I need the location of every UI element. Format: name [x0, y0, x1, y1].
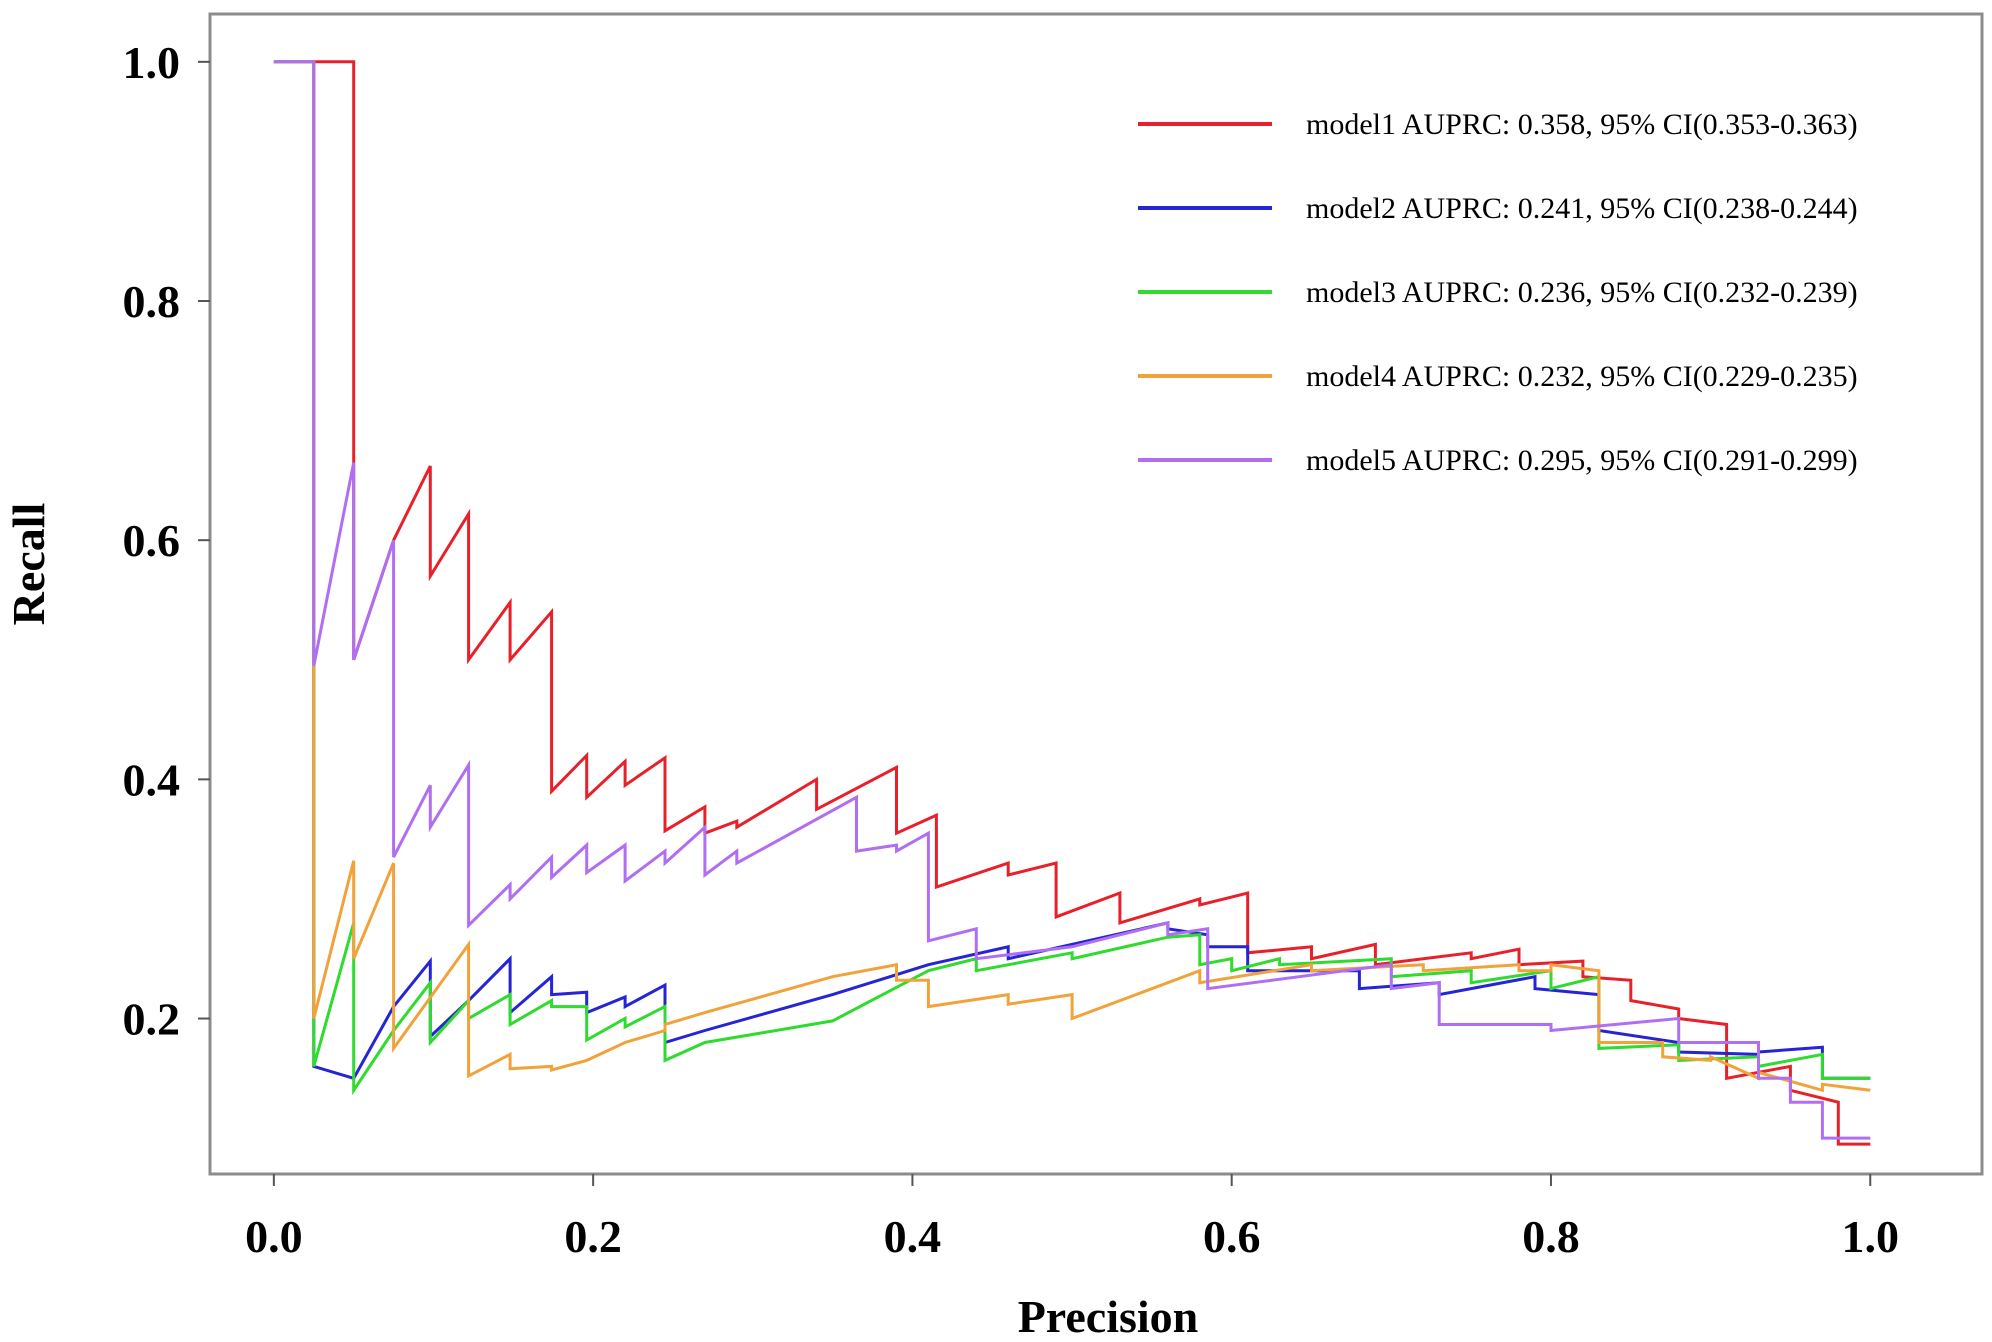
y-tick-label: 0.6	[123, 515, 181, 566]
x-tick-label: 0.4	[884, 1211, 942, 1262]
legend-label-model1: model1 AUPRC: 0.358, 95% CI(0.353-0.363)	[1306, 108, 1858, 141]
plot-frame	[208, 12, 1984, 1176]
series-line-model1	[273, 60, 1871, 1146]
x-tick-label: 0.0	[245, 1211, 303, 1262]
y-tick-label: 0.2	[123, 994, 181, 1045]
y-axis-title: Recall	[3, 503, 54, 626]
x-tick-label: 1.0	[1842, 1211, 1900, 1262]
y-tick-label: 1.0	[123, 37, 181, 88]
x-tick-label: 0.6	[1203, 1211, 1261, 1262]
legend-label-model3: model3 AUPRC: 0.236, 95% CI(0.232-0.239)	[1306, 276, 1858, 309]
y-tick-label: 0.8	[123, 276, 181, 327]
x-axis: 0.0 0.2 0.4 0.6 0.8 1.0	[245, 1174, 1899, 1262]
legend-label-model2: model2 AUPRC: 0.241, 95% CI(0.238-0.244)	[1306, 192, 1858, 225]
x-axis-title: Precision	[1018, 1291, 1199, 1342]
x-tick-label: 0.8	[1522, 1211, 1580, 1262]
y-axis: 0.2 0.4 0.6 0.8 1.0	[123, 37, 210, 1045]
series-layer	[273, 60, 1871, 1146]
series-line-model5	[273, 60, 1871, 1140]
x-tick-label: 0.2	[564, 1211, 622, 1262]
series-line-model4	[273, 60, 1871, 1093]
y-tick-label: 0.4	[123, 754, 181, 805]
legend-label-model5: model5 AUPRC: 0.295, 95% CI(0.291-0.299)	[1306, 444, 1858, 477]
legend-label-model4: model4 AUPRC: 0.232, 95% CI(0.229-0.235)	[1306, 360, 1858, 393]
legend: model1 AUPRC: 0.358, 95% CI(0.353-0.363)…	[1138, 108, 1858, 477]
